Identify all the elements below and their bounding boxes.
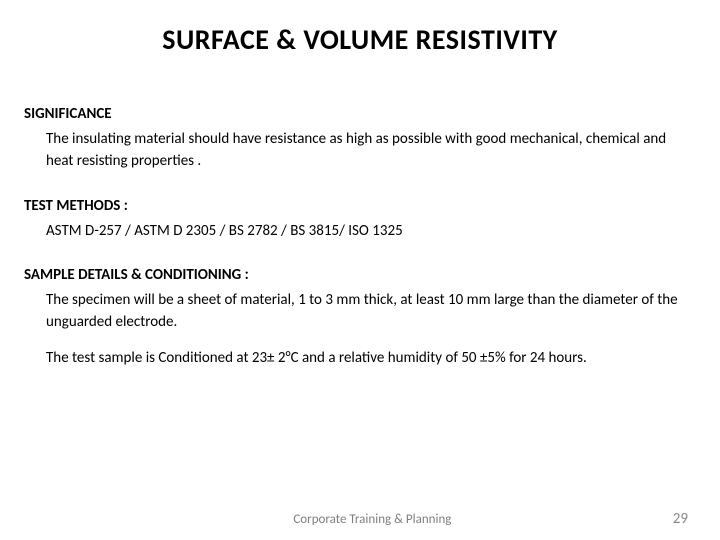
footer-center-text: Corporate Training & Planning	[72, 512, 673, 527]
heading-test-methods: TEST METHODS :	[24, 197, 696, 215]
section-sample-details: SAMPLE DETAILS & CONDITIONING : The spec…	[24, 266, 696, 369]
section-significance: SIGNIFICANCE The insulating material sho…	[24, 105, 696, 173]
body-sample-details-1: The specimen will be a sheet of material…	[46, 290, 696, 334]
section-test-methods: TEST METHODS : ASTM D-257 / ASTM D 2305 …	[24, 197, 696, 243]
body-test-methods: ASTM D-257 / ASTM D 2305 / BS 2782 / BS …	[46, 221, 696, 243]
footer-page-number: 29	[673, 510, 688, 528]
heading-significance: SIGNIFICANCE	[24, 105, 696, 123]
slide-container: SURFACE & VOLUME RESISTIVITY SIGNIFICANC…	[0, 0, 720, 540]
slide-footer: Corporate Training & Planning 29	[0, 510, 720, 528]
heading-sample-details: SAMPLE DETAILS & CONDITIONING :	[24, 266, 696, 284]
body-sample-details-2: The test sample is Conditioned at 23± 2°…	[46, 348, 696, 370]
slide-title: SURFACE & VOLUME RESISTIVITY	[24, 22, 696, 57]
body-significance: The insulating material should have resi…	[46, 129, 696, 173]
